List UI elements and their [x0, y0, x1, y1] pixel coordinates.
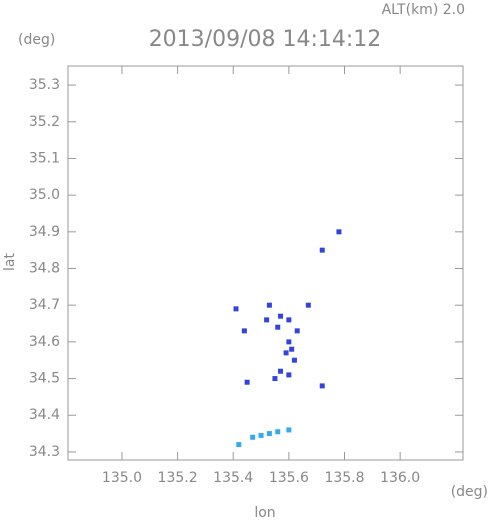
- echo-point: [278, 368, 284, 374]
- echo-point: [305, 302, 311, 308]
- echo-point: [336, 229, 342, 235]
- x-tick-label: 135.2: [158, 470, 198, 486]
- echo-point: [250, 434, 256, 440]
- x-axis-label: lon: [254, 505, 275, 521]
- x-tick-label: 136.0: [380, 470, 420, 486]
- echo-point: [289, 346, 295, 352]
- y-tick-label: 34.3: [29, 444, 60, 460]
- echo-point: [319, 247, 325, 253]
- echo-point: [286, 317, 292, 323]
- echo-point: [272, 376, 278, 382]
- y-tick-label: 34.6: [29, 334, 60, 350]
- x-tick-label: 135.0: [102, 470, 142, 486]
- chart-title: 2013/09/08 14:14:12: [149, 27, 382, 52]
- echo-point: [244, 379, 250, 385]
- y-tick-label: 34.4: [29, 407, 60, 423]
- y-unit: (deg): [18, 32, 55, 48]
- echo-point: [283, 350, 289, 356]
- echo-point: [319, 383, 325, 389]
- y-tick-label: 34.5: [29, 371, 60, 387]
- echo-point: [278, 313, 284, 319]
- echo-point: [266, 302, 272, 308]
- echo-point: [286, 372, 292, 378]
- altitude-label: ALT(km) 2.0: [382, 2, 465, 18]
- y-tick-label: 35.1: [29, 150, 60, 166]
- echo-point: [286, 339, 292, 345]
- echo-point: [266, 431, 272, 437]
- echo-point: [275, 324, 281, 330]
- y-tick-label: 34.8: [29, 261, 60, 277]
- x-tick-label: 135.6: [269, 470, 309, 486]
- echo-point: [294, 328, 300, 334]
- echo-point: [264, 317, 270, 323]
- plot-frame: [67, 65, 464, 461]
- x-tick-label: 135.8: [324, 470, 364, 486]
- y-tick-label: 34.7: [29, 297, 60, 313]
- echo-point: [286, 427, 292, 433]
- x-tick-label: 135.4: [213, 470, 253, 486]
- echo-point: [236, 442, 242, 448]
- echo-point: [258, 432, 264, 438]
- y-axis-label: lat: [2, 253, 18, 271]
- y-tick-label: 34.9: [29, 224, 60, 240]
- echo-point: [241, 328, 247, 334]
- echo-point: [233, 306, 239, 312]
- echo-point: [291, 357, 297, 363]
- echo-point: [275, 429, 281, 435]
- y-tick-label: 35.3: [29, 77, 60, 93]
- y-tick-label: 35.0: [29, 187, 60, 203]
- x-unit: (deg): [451, 484, 488, 500]
- y-tick-label: 35.2: [29, 114, 60, 130]
